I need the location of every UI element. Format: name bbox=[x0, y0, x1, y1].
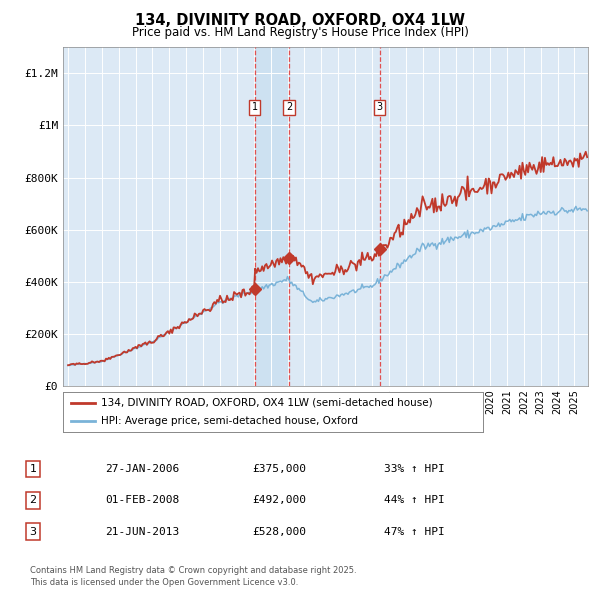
Text: 1: 1 bbox=[29, 464, 37, 474]
Text: 3: 3 bbox=[377, 102, 383, 112]
Text: 44% ↑ HPI: 44% ↑ HPI bbox=[384, 496, 445, 505]
Text: 33% ↑ HPI: 33% ↑ HPI bbox=[384, 464, 445, 474]
Text: 2: 2 bbox=[29, 496, 37, 505]
Text: HPI: Average price, semi-detached house, Oxford: HPI: Average price, semi-detached house,… bbox=[101, 416, 358, 426]
Text: Contains HM Land Registry data © Crown copyright and database right 2025.
This d: Contains HM Land Registry data © Crown c… bbox=[30, 566, 356, 587]
Text: 21-JUN-2013: 21-JUN-2013 bbox=[105, 527, 179, 536]
Text: 3: 3 bbox=[29, 527, 37, 536]
Text: 134, DIVINITY ROAD, OXFORD, OX4 1LW: 134, DIVINITY ROAD, OXFORD, OX4 1LW bbox=[135, 13, 465, 28]
Text: 1: 1 bbox=[252, 102, 258, 112]
Text: Price paid vs. HM Land Registry's House Price Index (HPI): Price paid vs. HM Land Registry's House … bbox=[131, 26, 469, 39]
Text: £528,000: £528,000 bbox=[252, 527, 306, 536]
Text: 27-JAN-2006: 27-JAN-2006 bbox=[105, 464, 179, 474]
Text: 2: 2 bbox=[286, 102, 292, 112]
Text: £492,000: £492,000 bbox=[252, 496, 306, 505]
Text: 01-FEB-2008: 01-FEB-2008 bbox=[105, 496, 179, 505]
Bar bbox=[255, 47, 289, 386]
Text: 134, DIVINITY ROAD, OXFORD, OX4 1LW (semi-detached house): 134, DIVINITY ROAD, OXFORD, OX4 1LW (sem… bbox=[101, 398, 433, 408]
Text: £375,000: £375,000 bbox=[252, 464, 306, 474]
Text: 47% ↑ HPI: 47% ↑ HPI bbox=[384, 527, 445, 536]
